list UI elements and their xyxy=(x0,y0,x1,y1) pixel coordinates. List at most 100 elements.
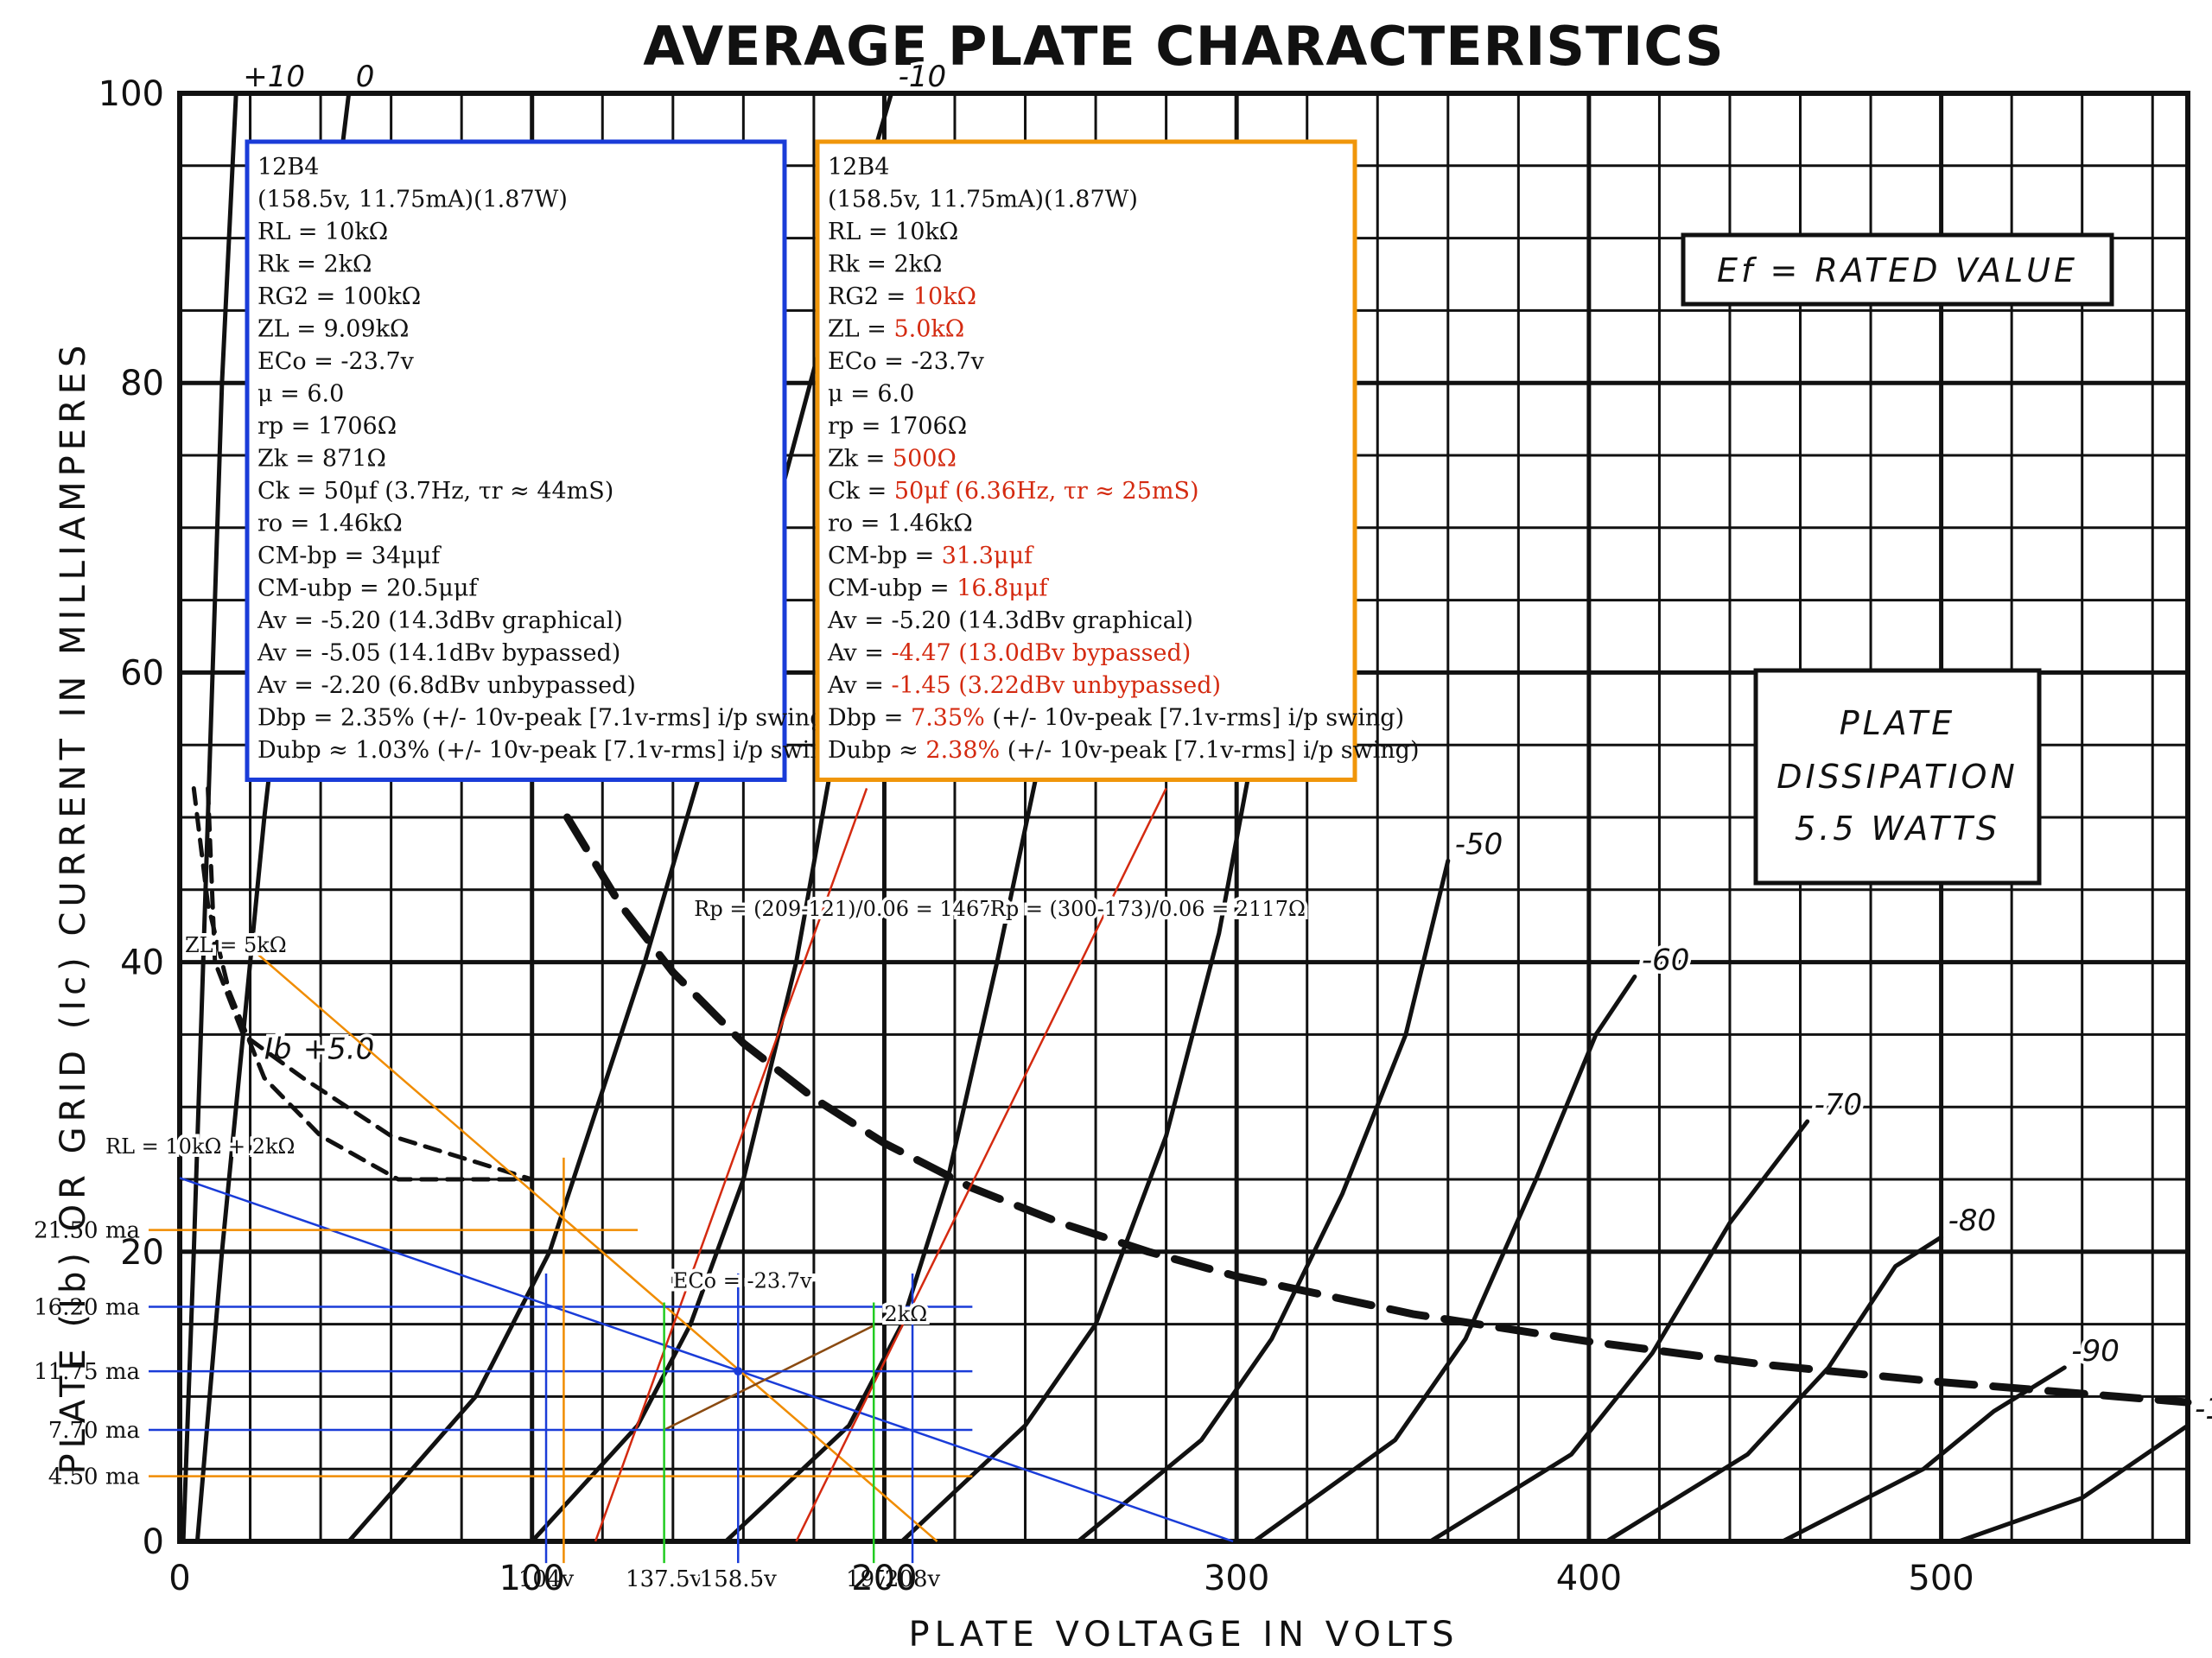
info-line-rest: (+/- 10v-peak [7.1v-rms] i/p swing) xyxy=(1000,737,1419,764)
info-line-text: Zk = xyxy=(828,446,893,473)
voltage-marker-label: 158.5v xyxy=(700,1566,777,1592)
info-line: Av = -5.05 (14.1dBv bypassed) xyxy=(257,640,620,667)
dissipation-line-3: 5.5 WATTS xyxy=(1795,810,2000,848)
info-line: CM-ubp = 16.8μμf xyxy=(828,575,1049,602)
current-marker-label: 4.50 ma xyxy=(48,1464,140,1490)
info-line-text: (158.5v, 11.75mA)(1.87W) xyxy=(257,187,568,213)
x-tick-label: 0 xyxy=(168,1559,190,1598)
zl-label: ZL = 5kΩ xyxy=(185,933,287,957)
current-marker-label: 7.70 ma xyxy=(48,1418,140,1444)
dissipation-line-2: DISSIPATION xyxy=(1777,758,2018,796)
info-line-text: RL = 10kΩ xyxy=(828,219,958,245)
info-box: 12B4 (158.5v, 11.75mA)(1.87W) RL = 10kΩ Rk … xyxy=(815,139,1420,782)
info-line: rp = 1706Ω xyxy=(257,413,397,440)
info-line: Dubp ≈ 1.03% (+/- 10v-peak [7.1v-rms] i/… xyxy=(257,737,849,764)
info-line-rest: (+/- 10v-peak [7.1v-rms] i/p swing) xyxy=(985,705,1404,732)
info-line: ro = 1.46kΩ xyxy=(257,511,403,537)
info-line: Dbp = 7.35% (+/- 10v-peak [7.1v-rms] i/p… xyxy=(828,705,1404,732)
voltage-marker-label: 137.5v xyxy=(626,1566,702,1592)
info-line: rp = 1706Ω xyxy=(828,413,967,440)
info-line: Ck = 50μf (3.7Hz, τr ≈ 44mS) xyxy=(257,478,613,505)
info-line-text: ZL = 9.09kΩ xyxy=(257,316,409,343)
info-line: Av = -1.45 (3.22dBv unbypassed) xyxy=(827,672,1221,699)
operating-point xyxy=(734,1367,743,1376)
curve-label: -90 xyxy=(2071,1334,2120,1369)
curve-label: -80 xyxy=(1948,1204,1997,1238)
info-line: Av = -4.47 (13.0dBv bypassed) xyxy=(827,640,1191,667)
curve-label: -10 xyxy=(899,60,947,94)
info-line-text: Av = -2.20 (6.8dBv unbypassed) xyxy=(257,672,636,699)
chart-title: AVERAGE PLATE CHARACTERISTICS xyxy=(643,15,1724,78)
voltage-marker-label: 197v xyxy=(846,1566,902,1592)
plate-dissipation-box: PLATE DISSIPATION 5.5 WATTS xyxy=(1753,668,2042,886)
info-line-text: 12B4 xyxy=(257,154,319,181)
curve-label: -100 xyxy=(2195,1392,2212,1426)
info-line-text: ro = 1.46kΩ xyxy=(257,511,403,537)
info-line: Ck = 50μf (6.36Hz, τr ≈ 25mS) xyxy=(828,478,1199,505)
info-line-text: CM-bp = 34μμf xyxy=(257,543,442,569)
rp-left-label: Rp = (209-121)/0.06 = 1467Ω xyxy=(694,897,1009,921)
y-tick-label: 40 xyxy=(120,943,164,983)
info-line-text: ECo = -23.7v xyxy=(257,348,415,375)
info-line-text: ro = 1.46kΩ xyxy=(828,511,973,537)
x-tick-label: 200 xyxy=(851,1559,917,1598)
info-line: 12B4 xyxy=(828,154,889,181)
voltage-marker-label: 208v xyxy=(885,1566,941,1592)
info-line-text: Av = -5.05 (14.1dBv bypassed) xyxy=(257,640,620,667)
curve-label: +5.0 xyxy=(303,1032,375,1067)
y-tick-label: 20 xyxy=(120,1233,164,1273)
load-line xyxy=(179,1177,1234,1543)
y-tick-label: 0 xyxy=(143,1522,164,1562)
x-tick-label: 400 xyxy=(1556,1559,1622,1598)
info-line: Av = -2.20 (6.8dBv unbypassed) xyxy=(257,672,636,699)
current-marker-label: 21.50 ma xyxy=(34,1218,140,1244)
curve-grid-current xyxy=(206,786,535,1182)
info-line: (158.5v, 11.75mA)(1.87W) xyxy=(257,187,568,213)
info-line: Av = -5.20 (14.3dBv graphical) xyxy=(257,607,623,634)
info-line: Dbp = 2.35% (+/- 10v-peak [7.1v-rms] i/p… xyxy=(257,705,834,732)
info-line: μ = 6.0 xyxy=(257,381,344,408)
info-line-text: Dubp ≈ 1.03% (+/- 10v-peak [7.1v-rms] i/… xyxy=(257,737,849,764)
info-line: Dubp ≈ 2.38% (+/- 10v-peak [7.1v-rms] i/… xyxy=(828,737,1420,764)
info-line: (158.5v, 11.75mA)(1.87W) xyxy=(828,187,1138,213)
x-axis-label: PLATE VOLTAGE IN VOLTS xyxy=(908,1615,1459,1655)
load-line xyxy=(594,788,868,1542)
ef-rated-value-label: Ef = RATED VALUE xyxy=(1717,251,2078,289)
dissipation-line-1: PLATE xyxy=(1840,704,1956,742)
curve-label: -50 xyxy=(1455,827,1503,861)
info-line-text: Zk = 871Ω xyxy=(257,446,386,473)
info-line-text: Ck = 50μf (3.7Hz, τr ≈ 44mS) xyxy=(257,478,613,505)
info-line: ECo = -23.7v xyxy=(828,348,985,375)
info-line: CM-bp = 34μμf xyxy=(257,543,442,569)
load-line xyxy=(664,1324,874,1432)
x-tick-label: 100 xyxy=(499,1559,565,1598)
info-line: ro = 1.46kΩ xyxy=(828,511,973,537)
y-axis-label: PLATE (Ib) OR GRID (Ic) CURRENT IN MILLI… xyxy=(54,340,93,1475)
info-line-text: Ck = xyxy=(828,478,894,505)
info-line-text: ECo = -23.7v xyxy=(828,348,985,375)
info-box-frame xyxy=(245,139,787,782)
info-line-text: Dbp = 2.35% (+/- 10v-peak [7.1v-rms] i/p… xyxy=(257,705,834,732)
y-tick-label: 100 xyxy=(99,74,164,114)
info-line: ZL = 5.0kΩ xyxy=(828,316,964,343)
x-tick-label: 500 xyxy=(1908,1559,1974,1598)
info-line-text: CM-ubp = 20.5μμf xyxy=(257,575,479,602)
info-line-changed: 31.3μμf xyxy=(942,543,1034,569)
info-box-frame xyxy=(815,139,1357,782)
info-boxes: 12B4 (158.5v, 11.75mA)(1.87W) RL = 10kΩ Rk … xyxy=(245,139,1420,782)
curve-plate xyxy=(1604,1235,1944,1544)
info-line-text: μ = 6.0 xyxy=(257,381,344,408)
info-line: ZL = 9.09kΩ xyxy=(257,316,409,343)
eco-label: ECo = -23.7v xyxy=(673,1269,812,1293)
curve-plate xyxy=(1956,1423,2190,1544)
info-line-text: RG2 = xyxy=(828,283,913,310)
info-line-text: RG2 = 100kΩ xyxy=(257,283,421,310)
current-marker-label: 16.20 ma xyxy=(34,1294,140,1320)
info-line: RL = 10kΩ xyxy=(257,219,388,245)
info-line: Zk = 500Ω xyxy=(828,446,957,473)
info-line: Zk = 871Ω xyxy=(257,446,386,473)
info-line-text: Av = -5.20 (14.3dBv graphical) xyxy=(827,607,1193,634)
info-line-changed: 16.8μμf xyxy=(957,575,1049,602)
axis-ticks: 0 100 200 300 400 500 0 20 40 60 80 100 xyxy=(99,74,1974,1598)
info-line: RG2 = 10kΩ xyxy=(828,283,976,310)
